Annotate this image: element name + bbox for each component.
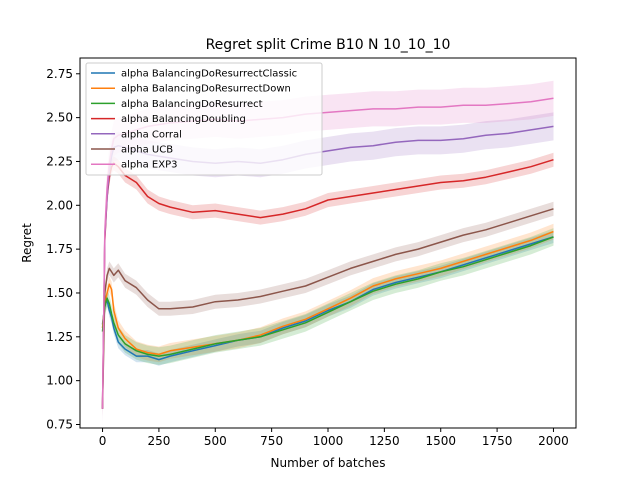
line-alpha-balancingdoresurrect [101,236,554,357]
y-tick-label: 2.50 [46,111,73,125]
y-tick-label: 1.00 [46,374,73,388]
legend-entry: alpha BalancingDoResurrectClassic [121,69,297,80]
x-tick-label: 1250 [369,434,400,448]
band-alpha-balancingdoubling [102,152,554,416]
legend-entry: alpha BalancingDoResurrectDown [121,84,291,95]
y-axis: 0.75 1.00 1.25 1.50 1.75 2.00 2.25 2.50 2.75 [46,67,80,431]
x-tick-label: 1500 [425,434,456,448]
legend-entry: alpha UCB [121,145,173,156]
x-tick-label: 0 [99,434,107,448]
legend-entry: alpha EXP3 [121,160,177,171]
x-axis-label: Number of batches [271,456,386,470]
x-tick-label: 750 [260,434,283,448]
legend-entry: alpha Corral [121,129,182,140]
x-tick-label: 250 [147,434,170,448]
y-tick-label: 0.75 [46,417,73,431]
y-tick-label: 1.75 [46,242,73,256]
y-axis-label: Regret [20,223,34,263]
y-tick-label: 2.75 [46,67,73,81]
legend-entry: alpha BalancingDoubling [121,114,246,125]
x-tick-label: 500 [204,434,227,448]
y-tick-label: 2.25 [46,154,73,168]
legend: alpha BalancingDoResurrectClassic alpha B… [85,62,323,176]
y-tick-label: 1.25 [46,330,73,344]
x-tick-label: 2000 [538,434,569,448]
legend-box [85,62,323,176]
band-alpha-balancingdoresurrect [102,228,554,365]
y-tick-label: 2.00 [46,198,73,212]
x-axis: 0 250 500 750 1000 1250 1500 1750 2000 [99,428,569,448]
line-alpha-ucb [101,208,554,409]
x-tick-label: 1000 [313,434,344,448]
chart-title: Regret split Crime B10 N 10_10_10 [206,37,451,53]
x-tick-label: 1750 [482,434,513,448]
legend-entry: alpha BalancingDoResurrect [121,99,263,110]
band-alpha-balancingdoresurrectdown [102,223,554,363]
y-tick-label: 1.50 [46,286,73,300]
